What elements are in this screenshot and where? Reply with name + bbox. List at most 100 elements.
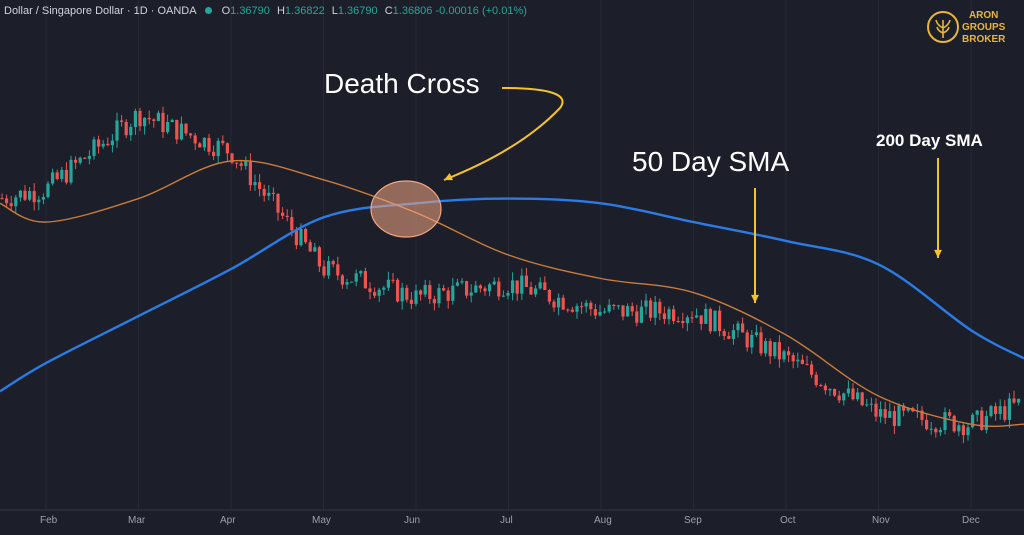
candle-body bbox=[14, 197, 18, 207]
candle-body bbox=[120, 120, 124, 122]
candle-body bbox=[175, 119, 179, 140]
market-status-dot bbox=[204, 7, 212, 14]
x-tick-label: Nov bbox=[872, 515, 890, 526]
candle-body bbox=[929, 428, 933, 430]
candle-body bbox=[552, 301, 556, 308]
candle-body bbox=[488, 284, 492, 292]
candle-body bbox=[649, 300, 653, 318]
x-tick-label: Apr bbox=[220, 515, 236, 526]
candle-body bbox=[547, 289, 551, 302]
candle-body bbox=[810, 364, 814, 375]
candle-body bbox=[294, 230, 298, 246]
candle-body bbox=[860, 392, 864, 406]
candle-body bbox=[731, 330, 735, 339]
candle-body bbox=[984, 416, 988, 430]
annotation-arrow bbox=[443, 87, 564, 181]
candle-body bbox=[285, 215, 289, 218]
candle-body bbox=[446, 290, 450, 301]
candle-body bbox=[147, 117, 151, 120]
candle-body bbox=[538, 282, 542, 289]
logo-line-2: GROUPS bbox=[962, 22, 1006, 33]
candle-body bbox=[193, 135, 197, 144]
candle-body bbox=[32, 191, 36, 203]
candle-body bbox=[124, 121, 128, 136]
candle-body bbox=[23, 190, 27, 200]
candle-body bbox=[676, 320, 680, 322]
candle-body bbox=[612, 304, 616, 307]
x-tick-label: Oct bbox=[780, 515, 796, 526]
x-tick-label: May bbox=[312, 515, 331, 526]
broker-logo: ARON GROUPS BROKER bbox=[926, 8, 1018, 48]
candle-body bbox=[869, 403, 873, 405]
candle-body bbox=[805, 364, 809, 366]
candle-body bbox=[212, 151, 216, 157]
candle-body bbox=[520, 275, 524, 294]
candle-body bbox=[883, 409, 887, 418]
candle-body bbox=[745, 332, 749, 348]
candle-body bbox=[713, 310, 717, 332]
candle-body bbox=[754, 332, 758, 335]
candle-body bbox=[483, 288, 487, 292]
candle-body bbox=[557, 297, 561, 308]
candle-body bbox=[768, 341, 772, 357]
sma-50-label: 50 Day SMA bbox=[632, 146, 790, 177]
candle-body bbox=[262, 188, 266, 196]
candle-body bbox=[55, 172, 59, 179]
candle-body bbox=[423, 285, 427, 295]
low-label: L bbox=[331, 5, 338, 17]
candle-body bbox=[478, 285, 482, 289]
candle-body bbox=[584, 302, 588, 307]
candle-body bbox=[110, 140, 114, 146]
sma-200-line bbox=[0, 197, 1024, 393]
sma-50-line bbox=[0, 159, 1024, 427]
sma-200-label: 200 Day SMA bbox=[876, 131, 983, 150]
candle-body bbox=[736, 323, 740, 331]
candle-body bbox=[221, 140, 225, 144]
candle-body bbox=[304, 228, 308, 243]
candle-body bbox=[897, 405, 901, 426]
candle-body bbox=[607, 304, 611, 312]
candle-body bbox=[966, 427, 970, 436]
candle-body bbox=[616, 305, 620, 307]
candle-body bbox=[64, 169, 68, 183]
open-value: 1.36790 bbox=[230, 5, 270, 17]
candle-body bbox=[566, 309, 570, 311]
candle-body bbox=[621, 305, 625, 317]
candle-body bbox=[856, 392, 860, 400]
candlestick-series bbox=[0, 106, 1021, 444]
candle-body bbox=[138, 110, 142, 127]
candle-body bbox=[382, 287, 386, 290]
candle-body bbox=[469, 292, 473, 296]
candle-body bbox=[515, 280, 519, 294]
candle-body bbox=[166, 122, 170, 133]
candle-body bbox=[28, 191, 32, 200]
candle-body bbox=[331, 261, 335, 265]
candle-body bbox=[170, 119, 174, 123]
x-tick-label: Feb bbox=[40, 515, 58, 526]
candle-body bbox=[529, 287, 533, 295]
candle-body bbox=[442, 288, 446, 291]
candle-body bbox=[630, 306, 634, 312]
candle-body bbox=[759, 332, 763, 354]
candle-body bbox=[653, 301, 657, 318]
candle-body bbox=[258, 182, 262, 189]
x-tick-label: Jul bbox=[500, 515, 513, 526]
candle-body bbox=[501, 295, 505, 297]
candle-body bbox=[299, 228, 303, 246]
candle-body bbox=[975, 410, 979, 415]
candle-body bbox=[718, 310, 722, 332]
candle-body bbox=[879, 409, 883, 417]
candle-body bbox=[400, 287, 404, 302]
candle-body bbox=[906, 407, 910, 411]
candle-body bbox=[156, 112, 160, 121]
candle-body bbox=[819, 385, 823, 387]
candle-body bbox=[129, 126, 133, 136]
x-tick-label: Jun bbox=[404, 515, 421, 526]
candle-body bbox=[888, 411, 892, 418]
candle-body bbox=[989, 406, 993, 417]
candle-body bbox=[741, 323, 745, 333]
candle-body bbox=[391, 279, 395, 281]
candle-body bbox=[359, 271, 363, 274]
annotation-arrows bbox=[443, 87, 942, 303]
